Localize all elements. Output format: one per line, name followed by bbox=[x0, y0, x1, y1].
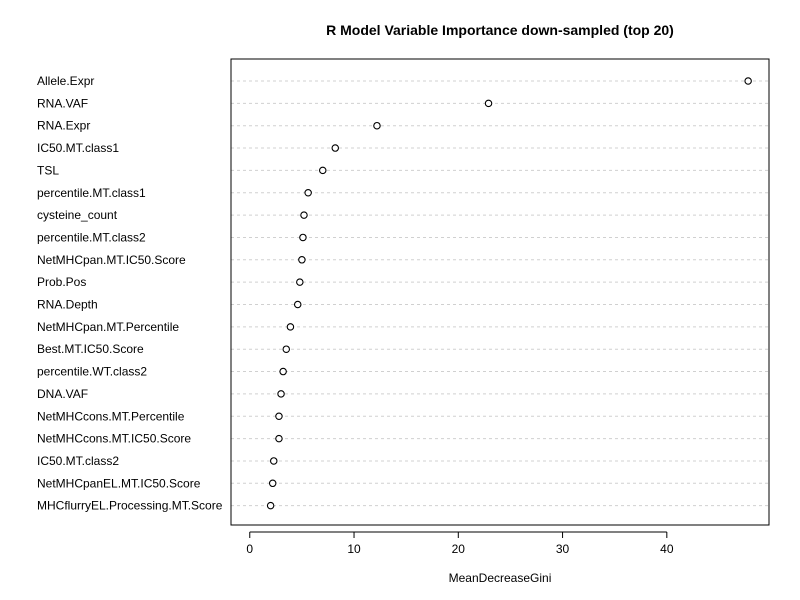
x-tick-label: 10 bbox=[347, 542, 361, 556]
data-point bbox=[300, 211, 308, 219]
category-label: Allele.Expr bbox=[37, 74, 94, 88]
data-point bbox=[286, 323, 295, 331]
data-point bbox=[319, 166, 327, 175]
chart-title: R Model Variable Importance down-sampled… bbox=[326, 22, 674, 38]
category-label: cysteine_count bbox=[37, 208, 118, 222]
data-point bbox=[296, 278, 304, 286]
data-point bbox=[277, 390, 285, 398]
data-point bbox=[298, 256, 306, 264]
category-labels: Allele.Expr RNA.VAF RNA.Expr IC50.MT.class1… bbox=[37, 74, 223, 513]
plot-frame bbox=[230, 58, 770, 526]
category-label: RNA.Depth bbox=[37, 298, 98, 312]
category-label: Prob.Pos bbox=[37, 275, 86, 289]
data-point bbox=[293, 300, 302, 309]
data-points bbox=[266, 77, 752, 510]
x-axis-label: MeanDecreaseGini bbox=[449, 571, 552, 585]
category-label: NetMHCcons.MT.IC50.Score bbox=[37, 432, 191, 446]
category-label: RNA.Expr bbox=[37, 119, 90, 133]
category-label: NetMHCpan.MT.IC50.Score bbox=[37, 253, 186, 267]
data-point bbox=[275, 434, 283, 443]
category-label: RNA.VAF bbox=[37, 96, 88, 110]
category-label: DNA.VAF bbox=[37, 387, 88, 401]
x-tick-label: 30 bbox=[556, 542, 570, 556]
x-tick-label: 20 bbox=[452, 542, 466, 556]
data-point bbox=[269, 457, 278, 465]
data-point bbox=[299, 233, 307, 242]
data-point bbox=[373, 121, 381, 130]
category-label: percentile.MT.class2 bbox=[37, 230, 146, 244]
data-point bbox=[266, 501, 275, 510]
data-point bbox=[331, 144, 340, 152]
data-point bbox=[275, 412, 283, 420]
category-label: percentile.MT.class1 bbox=[37, 186, 146, 200]
category-label: IC50.MT.class2 bbox=[37, 454, 119, 468]
category-label: Best.MT.IC50.Score bbox=[37, 342, 144, 356]
category-label: IC50.MT.class1 bbox=[37, 141, 119, 155]
data-point bbox=[268, 479, 277, 488]
x-tick-label: 0 bbox=[246, 542, 253, 556]
data-point bbox=[484, 99, 493, 108]
category-label: TSL bbox=[37, 163, 59, 177]
category-label: MHCflurryEL.Processing.MT.Score bbox=[37, 499, 223, 513]
data-point bbox=[282, 345, 291, 353]
data-point bbox=[744, 77, 752, 85]
x-axis: 0 10 20 30 40 bbox=[246, 531, 674, 556]
data-point bbox=[279, 367, 287, 376]
category-label: NetMHCcons.MT.Percentile bbox=[37, 409, 185, 423]
data-point bbox=[304, 189, 312, 197]
x-tick-label: 40 bbox=[660, 542, 674, 556]
gridlines bbox=[231, 80, 769, 507]
category-label: percentile.WT.class2 bbox=[37, 365, 147, 379]
category-label: NetMHCpan.MT.Percentile bbox=[37, 320, 179, 334]
category-label: NetMHCpanEL.MT.IC50.Score bbox=[37, 476, 201, 490]
